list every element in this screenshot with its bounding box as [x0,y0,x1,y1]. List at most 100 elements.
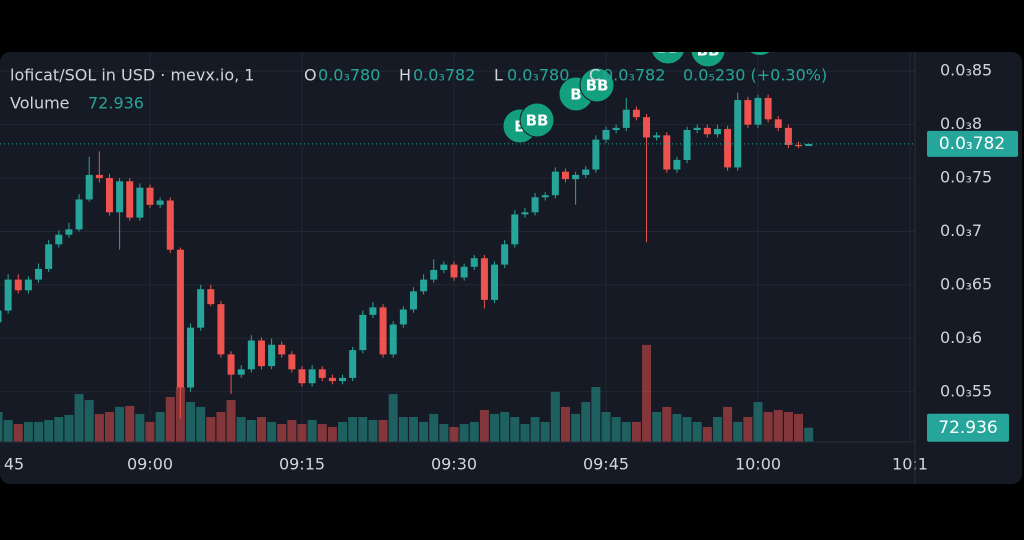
y-tick-label: 0.0₃55 [940,381,992,400]
candle-body [572,174,580,180]
volume-bar [763,411,773,442]
candle-body [541,195,549,198]
volume-bar [459,424,469,442]
y-tick-label: 0.0₃6 [940,328,982,347]
candle-body [501,244,509,265]
candle-body [531,197,539,213]
volume-bar [226,400,236,442]
candle-body [197,289,205,328]
volume-bar [348,417,358,442]
volume-bar [338,421,348,442]
volume-bar [155,411,165,442]
volume-bar [23,421,33,442]
volume-bar [672,413,682,442]
last-volume-box [927,413,1009,442]
candle-body [632,109,640,118]
legend-change: 0.0₅230 (+0.30%) [683,66,827,85]
candle-body [146,187,154,205]
volume-bar [84,400,94,442]
volume-bar [206,417,216,442]
volume-bar [145,421,155,442]
trade-marker-label: BB [586,77,609,95]
volume-bar [327,426,337,442]
volume-bar [378,419,388,442]
legend-key: H [399,66,411,85]
legend-value: 0.0₃780 [507,66,569,85]
candle-body [774,119,782,128]
candle-body [612,127,620,130]
volume-bar [94,413,104,442]
candle-body [187,327,195,388]
candle-body [653,135,661,138]
candle-body [450,264,458,278]
x-tick-label: 09:45 [583,455,629,474]
candle-body [491,264,499,300]
volume-bar [64,414,74,442]
candle-body [754,97,762,125]
candle-body [227,354,235,375]
candle-body [795,144,803,147]
candle-body [551,171,559,196]
trade-marker-label: B [514,118,525,136]
trade-marker-label: B [570,86,581,104]
candle-body [369,307,377,315]
volume-bar [0,411,3,442]
volume-bar [469,421,479,442]
axes: 0.0₃55 0.0₃6 0.0₃65 0.0₃7 0.0₃75 0.0₃8 0.0₃85 4… [0,52,1018,484]
header: loficat/SOL in USD · mevx.io, 1 O 0.0₃78… [10,66,827,113]
candle-body [389,324,397,355]
x-tick-label: 45 [4,455,24,474]
chart-title: loficat/SOL in USD · mevx.io, 1 [10,66,254,85]
candle-body [693,127,701,130]
volume-bar [571,413,581,442]
candle-body [683,130,691,160]
trade-marker-label: BB [657,39,680,57]
x-tick-label: 10:1 [892,455,928,474]
candle-body [116,181,124,213]
candle-body [713,128,721,135]
candle-body [511,214,519,245]
volume-bar [54,417,64,442]
volume-bar [246,419,256,442]
volume-value: 72.936 [88,94,144,113]
candle-body [35,268,43,280]
volume-bar [601,411,611,442]
candle-body [14,279,22,291]
candle-layer [0,92,915,419]
volume-bar [13,424,23,442]
volume-bar [723,406,733,442]
volume-bar [358,417,368,442]
trade-marker [690,52,726,68]
candle-body [156,200,164,205]
volume-bar [74,394,84,442]
candle-body [602,130,610,140]
candle-body [673,159,681,170]
volume-bar [317,424,327,442]
candle-body [399,309,407,325]
volume-bar [368,419,378,442]
volume-bar [419,421,429,442]
volume-bar [186,402,196,442]
candle-body [136,187,144,218]
volume-bar [479,410,489,442]
candle-body [349,350,357,378]
y-tick-label: 0.0₃7 [940,221,982,240]
volume-bar [773,410,783,442]
volume-bar [236,417,246,442]
candle-body [622,109,630,128]
legend-key: C [589,66,600,85]
candle-body [288,354,296,370]
volume-bar [662,406,672,442]
candle-body [328,377,336,382]
volume-bar [388,394,398,442]
candle-body [430,269,438,280]
volume-bar [256,417,266,442]
volume-bar [794,413,804,442]
candle-body [582,169,590,175]
candle-body [24,279,32,291]
volume-bar [297,424,307,442]
candle-body [126,181,134,218]
volume-bar [216,411,226,442]
y-tick-label: 0.0₃65 [940,274,992,293]
